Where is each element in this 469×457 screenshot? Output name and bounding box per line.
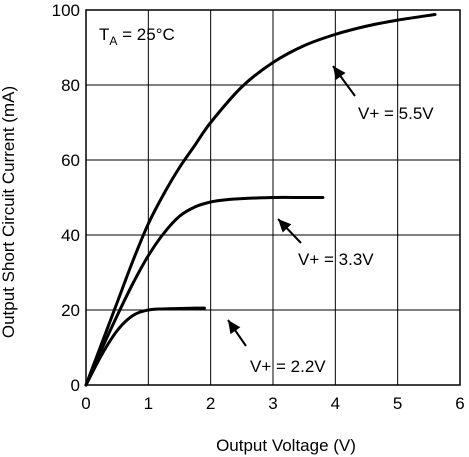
plot-frame — [85, 9, 461, 386]
condition-prefix: T — [99, 25, 109, 44]
temperature-condition: TA = 25°C — [99, 25, 175, 48]
arrow-head — [333, 66, 346, 81]
series-label: V+ = 3.3V — [298, 250, 374, 269]
curves — [84, 13, 437, 387]
x-tick-label: 6 — [455, 394, 464, 413]
condition-suffix: = 25°C — [117, 25, 174, 44]
y-tick-label: 80 — [61, 76, 80, 95]
series-arrows — [227, 65, 356, 347]
y-tick-label: 60 — [61, 151, 80, 170]
x-tick-label: 0 — [81, 394, 90, 413]
series-label: V+ = 2.2V — [250, 357, 326, 376]
x-tick-label: 5 — [393, 394, 402, 413]
y-tick-label: 20 — [61, 301, 80, 320]
x-tick-label: 4 — [331, 394, 340, 413]
series-line — [84, 195, 325, 387]
series-line — [84, 13, 437, 387]
series-line — [84, 306, 206, 387]
series-label: V+ = 5.5V — [358, 104, 434, 123]
y-axis-label: Output Short Circuit Current (mA) — [0, 86, 18, 338]
y-tick-label: 40 — [61, 226, 80, 245]
series-labels: V+ = 5.5V V+ = 3.3V V+ = 2.2V — [250, 104, 434, 376]
arrow-head — [278, 219, 292, 233]
x-axis-label: Output Voltage (V) — [216, 436, 356, 455]
y-tick-label: 0 — [71, 376, 80, 395]
y-tick-label: 100 — [52, 1, 80, 20]
x-tick-labels: 0 1 2 3 4 5 6 — [81, 394, 464, 413]
y-tick-labels: 0 20 40 60 80 100 — [52, 1, 80, 395]
x-tick-label: 3 — [268, 394, 277, 413]
condition-subscript: A — [109, 34, 117, 48]
x-tick-label: 2 — [206, 394, 215, 413]
x-tick-label: 1 — [144, 394, 153, 413]
arrow-head — [228, 320, 241, 335]
